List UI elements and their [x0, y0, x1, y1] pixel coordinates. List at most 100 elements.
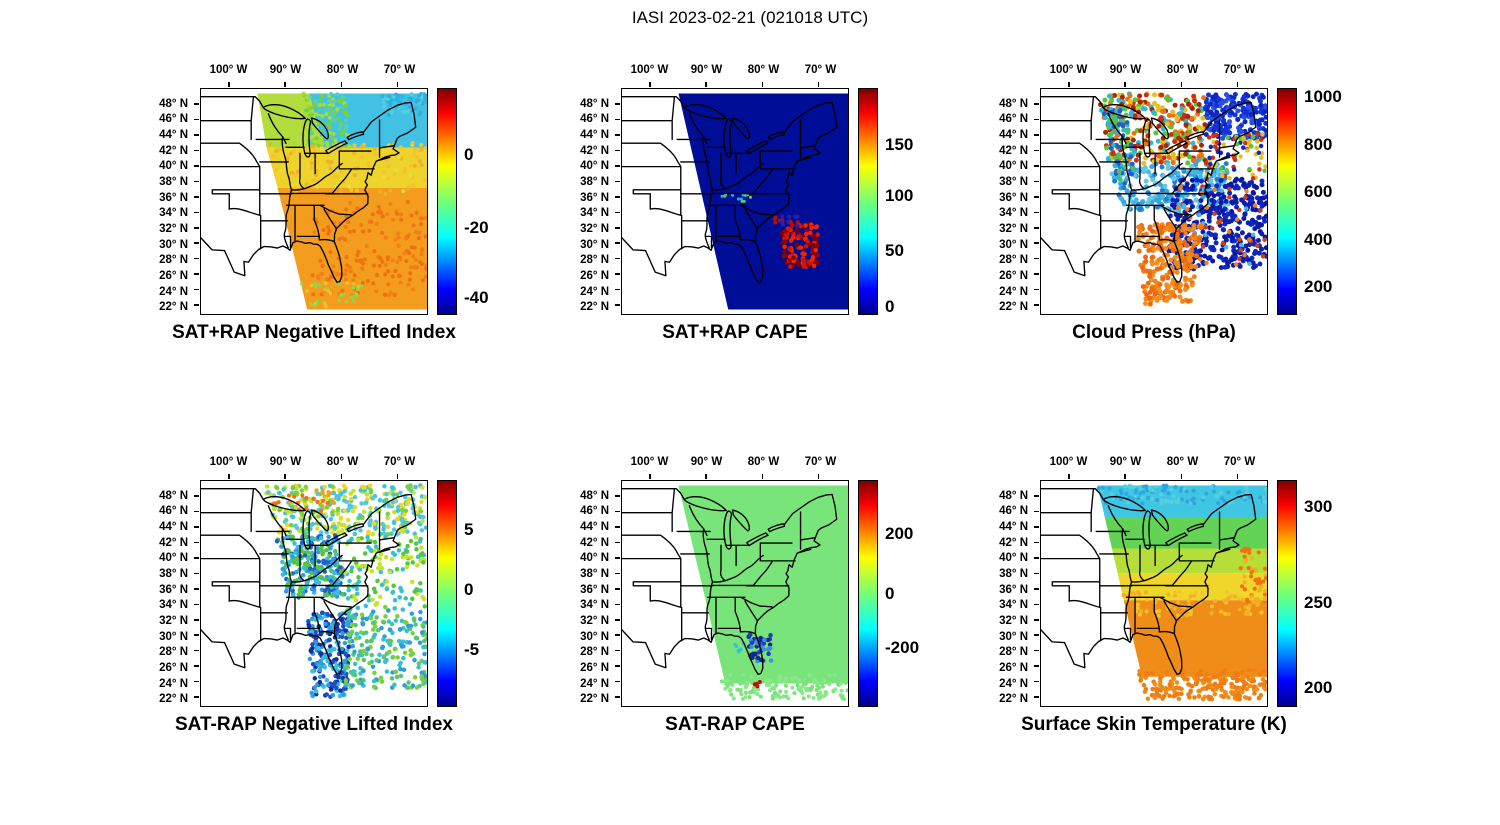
colorbar-tick-labels: 150 100 50 0: [885, 88, 959, 317]
map-plot-area: [194, 474, 428, 707]
colorbar-tick-label: 50: [885, 241, 904, 261]
lon-tick-mark: [705, 82, 707, 87]
lat-tick-mark: [615, 227, 620, 229]
lat-tick-mark: [615, 257, 620, 260]
lat-tick-label: 36° N: [999, 191, 1028, 204]
lat-tick-label: 22° N: [580, 301, 609, 314]
lat-tick-label: 28° N: [159, 646, 188, 659]
lat-tick-label: 34° N: [580, 207, 609, 220]
lat-tick-mark: [615, 588, 620, 590]
lat-tick-label: 26° N: [159, 269, 188, 282]
lat-tick-mark: [194, 696, 199, 698]
lat-tick-mark: [1034, 273, 1039, 275]
colorbar-tick-label: 150: [885, 134, 914, 154]
colorbar-tick-label: -40: [464, 287, 489, 307]
lon-tick-label: 100° W: [630, 456, 669, 468]
lat-tick-mark: [1034, 603, 1039, 606]
lon-tick-mark: [1068, 82, 1070, 87]
longitude-tick-labels: 100° W 90° W 80° W 70° W: [1040, 456, 1268, 476]
panel-title: SAT-RAP Negative Lifted Index: [174, 714, 453, 735]
lat-tick-label: 32° N: [159, 614, 188, 627]
colorbar-tick-label: 5: [464, 519, 474, 539]
lat-tick-label: 44° N: [999, 520, 1028, 533]
lat-tick-label: 38° N: [580, 567, 609, 580]
lat-tick-label: 48° N: [999, 97, 1028, 110]
lon-tick-mark: [817, 82, 820, 87]
lat-tick-label: 34° N: [999, 207, 1028, 220]
colorbar-tick-label: 200: [885, 524, 914, 544]
lat-tick-label: 36° N: [580, 583, 609, 596]
map-plot-area: [615, 82, 849, 315]
lat-tick-mark: [1034, 165, 1039, 167]
lat-tick-mark: [1034, 526, 1039, 528]
lon-tick-label: 90° W: [690, 64, 723, 76]
lat-tick-label: 36° N: [159, 191, 188, 204]
lat-tick-mark: [615, 572, 620, 575]
lon-tick-label: 70° W: [804, 456, 837, 468]
lon-tick-label: 80° W: [326, 456, 359, 468]
lat-tick-mark: [615, 541, 620, 544]
lat-tick-mark: [615, 196, 620, 198]
lon-tick-label: 70° W: [383, 456, 416, 468]
lat-tick-label: 22° N: [999, 693, 1028, 706]
panel-title: SAT+RAP CAPE: [662, 322, 808, 343]
lat-tick-mark: [1034, 149, 1039, 152]
latitude-tick-labels: 48° N 46° N 44° N 42° N 40° N 38° N 36° N 34° N…: [980, 88, 1036, 315]
lat-tick-mark: [194, 603, 199, 606]
colorbar-tick-label: 1000: [1304, 87, 1342, 107]
lat-tick-mark: [615, 619, 620, 621]
lon-tick-label: 90° W: [1109, 456, 1142, 468]
lon-tick-mark: [228, 474, 230, 479]
lat-tick-label: 46° N: [999, 505, 1028, 518]
lat-tick-mark: [1034, 696, 1039, 698]
lat-tick-mark: [194, 541, 199, 544]
colorbar-gradient: [1277, 88, 1297, 315]
lat-tick-label: 40° N: [580, 552, 609, 565]
colorbar-tick-labels: 300 250 200: [1304, 480, 1378, 707]
lat-tick-mark: [1034, 211, 1039, 214]
colorbar-tick-label: 100: [885, 185, 914, 205]
lat-tick-mark: [615, 118, 620, 121]
colorbar-gradient: [437, 480, 457, 707]
lat-tick-label: 24° N: [999, 677, 1028, 690]
colorbar-gradient: [1277, 480, 1297, 707]
colorbar-tick-label: 200: [1304, 677, 1333, 697]
lat-tick-mark: [194, 510, 199, 513]
longitude-tick-labels: 100° W 90° W 80° W 70° W: [621, 64, 849, 84]
lat-tick-mark: [194, 304, 199, 306]
lat-tick-label: 44° N: [159, 520, 188, 533]
lat-tick-mark: [194, 149, 199, 152]
colorbar-tick-labels: 1000 800 600 400 200: [1304, 87, 1378, 315]
lat-tick-label: 30° N: [159, 238, 188, 251]
lon-tick-mark: [1236, 82, 1239, 87]
lat-tick-label: 40° N: [580, 160, 609, 173]
lat-tick-label: 28° N: [159, 254, 188, 267]
lon-tick-mark: [1236, 474, 1239, 479]
colorbar-tick-label: 400: [1304, 230, 1333, 250]
lat-tick-label: 32° N: [999, 614, 1028, 627]
lat-tick-mark: [194, 495, 199, 497]
lat-tick-label: 40° N: [999, 552, 1028, 565]
colorbar-tick-label: 200: [1304, 277, 1333, 297]
map-panel: 100° W 90° W 80° W 70° W 48° N 46° N 44° N 42°…: [980, 62, 1380, 362]
colorbar-tick-label: 0: [885, 297, 895, 317]
lat-tick-mark: [194, 288, 199, 291]
lat-tick-mark: [194, 634, 199, 636]
lat-tick-label: 46° N: [159, 113, 188, 126]
lat-tick-mark: [194, 665, 199, 667]
lat-tick-mark: [615, 180, 620, 183]
lat-tick-label: 46° N: [159, 505, 188, 518]
colorbar-tick-label: 300: [1304, 497, 1333, 517]
lat-tick-mark: [1034, 572, 1039, 575]
lat-tick-mark: [1034, 227, 1039, 229]
lat-tick-label: 24° N: [580, 677, 609, 690]
lat-tick-mark: [1034, 541, 1039, 544]
lat-tick-label: 48° N: [159, 489, 188, 502]
data-points-layer: [1098, 91, 1267, 307]
map-plot-area: [194, 82, 428, 315]
lon-tick-mark: [340, 82, 343, 87]
lat-tick-label: 28° N: [999, 646, 1028, 659]
lat-tick-label: 30° N: [999, 630, 1028, 643]
lat-tick-mark: [1034, 196, 1039, 198]
lat-tick-mark: [615, 557, 620, 559]
